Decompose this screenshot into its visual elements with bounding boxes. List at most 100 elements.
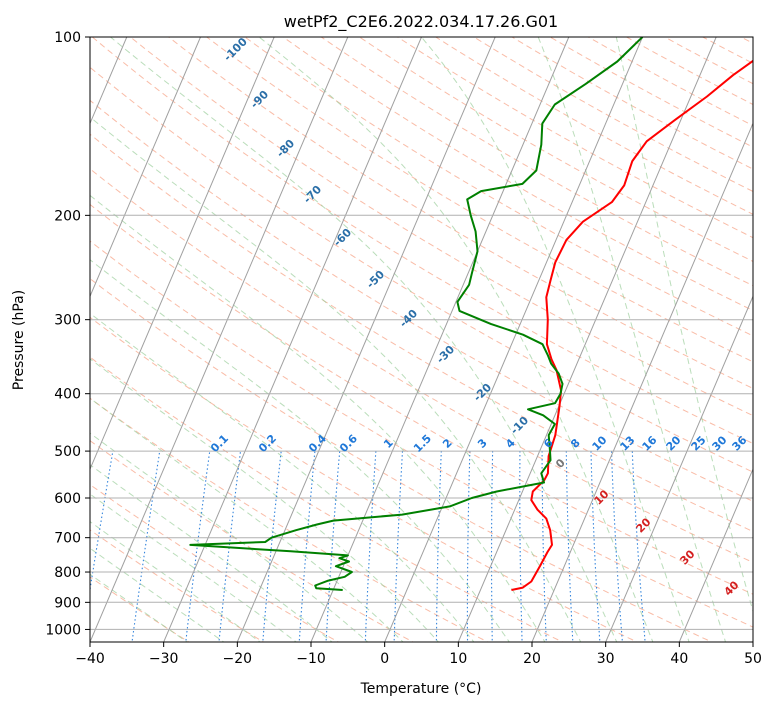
x-tick-label: 30 bbox=[597, 651, 615, 667]
moist-adiabat bbox=[90, 259, 510, 642]
dry-adiabat bbox=[90, 316, 639, 642]
y-tick-label: 1000 bbox=[45, 622, 81, 638]
y-tick-label: 900 bbox=[54, 595, 81, 611]
mixing-ratio-label: 10 bbox=[590, 433, 610, 453]
y-tick-label: 700 bbox=[54, 531, 81, 547]
temperature-profile bbox=[511, 59, 753, 591]
mixing-ratio-label: 25 bbox=[689, 434, 709, 454]
moist-adiabat bbox=[90, 493, 298, 642]
mixing-ratio-label: 8 bbox=[568, 436, 583, 451]
moist-adiabat bbox=[90, 358, 440, 642]
mixing-ratio-line bbox=[364, 451, 377, 642]
dry-adiabat bbox=[90, 440, 414, 642]
dry-adiabat bbox=[90, 203, 753, 595]
isotherm bbox=[163, 37, 422, 642]
mixing-ratio-label: 13 bbox=[618, 434, 638, 454]
dry-adiabat bbox=[511, 37, 753, 170]
mixing-ratio-label: 36 bbox=[730, 433, 750, 453]
mixing-ratio-line bbox=[262, 451, 282, 642]
mixing-ratio-label: 30 bbox=[710, 433, 730, 453]
dry-adiabat bbox=[90, 278, 713, 642]
dry-adiabat bbox=[90, 529, 265, 642]
y-tick-label: 100 bbox=[54, 30, 81, 46]
dry-adiabat bbox=[472, 37, 753, 193]
pressure-gridlines bbox=[90, 37, 753, 630]
isotherm bbox=[236, 37, 496, 642]
dry-adiabat bbox=[90, 576, 190, 642]
isotherm bbox=[310, 37, 570, 642]
y-tick-label: 200 bbox=[54, 208, 81, 224]
dry-adiabat bbox=[244, 37, 753, 337]
isotherm bbox=[457, 37, 717, 642]
line-labels: -100-90-80-70-60-50-40-30-20-100.1 0.2 0.4… bbox=[208, 35, 750, 599]
isotherm bbox=[90, 37, 349, 642]
mixing-ratio-line bbox=[466, 451, 471, 642]
x-axis-label: Temperature (°C) bbox=[360, 681, 482, 697]
mixing-ratio-line bbox=[90, 450, 114, 594]
wetbulb-label: -100 bbox=[221, 35, 250, 64]
mixing-ratio-line bbox=[519, 451, 523, 642]
y-axis-label: Pressure (hPa) bbox=[11, 290, 27, 390]
x-tick-label: 10 bbox=[449, 651, 467, 667]
wetbulb-label: -80 bbox=[274, 137, 297, 160]
dry-adiabat bbox=[358, 37, 753, 263]
x-tick-label: −30 bbox=[149, 651, 179, 667]
y-tick-label: 300 bbox=[54, 313, 81, 329]
moist-adiabat bbox=[109, 37, 618, 642]
mixing-ratio-label: 20 bbox=[664, 433, 684, 453]
y-tick-label: 500 bbox=[54, 444, 81, 460]
isotherm bbox=[678, 467, 753, 642]
mixing-ratio-line bbox=[631, 451, 646, 642]
moist-adiabat bbox=[90, 464, 333, 642]
dry-adiabat bbox=[90, 397, 489, 642]
x-tick-label: 40 bbox=[670, 651, 688, 667]
wetbulb-label: -20 bbox=[471, 381, 494, 404]
wetbulb-label: -40 bbox=[397, 307, 420, 330]
sounding-profiles bbox=[189, 37, 753, 591]
moist-adiabat-label: 0 bbox=[553, 456, 568, 471]
dry-adiabat bbox=[205, 37, 753, 363]
x-axis: −40 −30 −20 −10 0 10 20 30 40 50 bbox=[75, 642, 762, 667]
moist-adiabat bbox=[90, 521, 261, 642]
moist-adiabat bbox=[90, 573, 189, 642]
dewpoint-profile bbox=[189, 37, 644, 591]
dry-adiabat bbox=[91, 37, 753, 445]
x-tick-label: −20 bbox=[223, 651, 253, 667]
dry-adiabat bbox=[549, 37, 753, 148]
isotherm bbox=[384, 37, 643, 642]
mixing-ratio-line bbox=[541, 451, 547, 642]
mixing-ratio-line bbox=[393, 451, 404, 642]
dry-adiabat bbox=[90, 133, 753, 533]
wetbulb-label: -70 bbox=[301, 183, 324, 206]
isotherm bbox=[90, 37, 275, 471]
x-tick-label: −10 bbox=[296, 651, 326, 667]
mixing-ratio-line bbox=[490, 451, 494, 642]
dry-adiabat bbox=[701, 37, 753, 64]
moist-adiabat bbox=[90, 312, 475, 642]
mixing-ratio-label: 3 bbox=[475, 436, 490, 451]
dry-adiabat bbox=[587, 37, 753, 127]
moist-adiabat bbox=[90, 432, 369, 642]
isotherm bbox=[90, 37, 201, 298]
isotherm bbox=[531, 122, 753, 642]
y-tick-label: 600 bbox=[54, 491, 81, 507]
dry-adiabat bbox=[90, 168, 753, 563]
y-tick-label: 800 bbox=[54, 565, 81, 581]
dry-adiabat bbox=[90, 66, 753, 473]
y-axis: 100 200 300 400 500 600 700 800 900 1000 bbox=[45, 30, 90, 638]
mixing-ratio-label: 16 bbox=[640, 433, 660, 453]
mixing-ratio-line bbox=[590, 451, 601, 642]
x-tick-label: 0 bbox=[380, 651, 389, 667]
mixing-ratio-line bbox=[435, 451, 442, 642]
dry-adiabat bbox=[739, 37, 753, 44]
wetbulb-label: -50 bbox=[364, 268, 387, 291]
moist-adiabat-label: 10 bbox=[592, 487, 612, 507]
isotherm bbox=[752, 640, 753, 642]
isotherm bbox=[605, 295, 753, 642]
chart-title: wetPf2_C2E6.2022.034.17.26.G01 bbox=[284, 12, 558, 32]
x-tick-label: 50 bbox=[744, 651, 762, 667]
mixing-ratio-line bbox=[565, 451, 574, 642]
x-tick-label: −40 bbox=[75, 651, 105, 667]
wetbulb-label: -60 bbox=[331, 226, 354, 249]
mixing-ratio-label: 2 bbox=[440, 436, 455, 451]
